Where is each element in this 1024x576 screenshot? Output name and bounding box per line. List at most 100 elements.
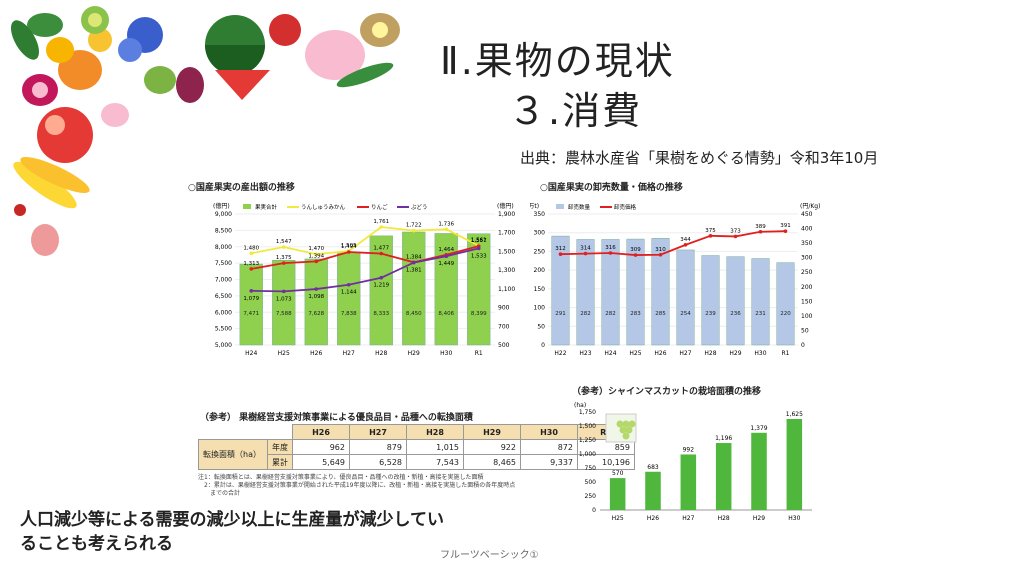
left-tick-label: 350	[534, 211, 546, 218]
right-tick-label: 300	[801, 255, 813, 262]
series-line	[251, 245, 479, 270]
bar-label: 1,379	[750, 425, 767, 432]
left-tick-label: 5,500	[215, 326, 232, 333]
bar	[776, 262, 795, 346]
bar	[369, 235, 393, 346]
series-point	[346, 282, 351, 287]
right-unit-label: (円/Kg)	[800, 203, 820, 210]
grape-berry	[616, 420, 624, 428]
left-tick-label: 7,000	[215, 277, 232, 284]
conclusion-text: 人口減少等による需要の減少以上に生産量が減少していることも考えられる	[20, 510, 444, 554]
left-tick-label: 7,500	[215, 260, 232, 267]
x-tick-label: H22	[554, 350, 566, 357]
right-tick-label: 1,300	[498, 267, 515, 274]
table-cell: 1,015	[406, 439, 464, 455]
right-tick-label: 900	[498, 305, 510, 312]
data-label: 1,547	[276, 239, 292, 245]
data-label: 1,073	[276, 296, 292, 302]
table-note: 2：累計は、果樹経営支援対策事業が開始された平成19年度以降に、改植・新植・高接…	[198, 482, 516, 489]
y-tick-label: 500	[585, 479, 597, 486]
legend-label: 卸売数量	[568, 203, 591, 211]
legend-swatch	[243, 204, 251, 209]
series-point	[758, 229, 763, 234]
production-value-chart: 5,000 5,500 6,000 6,500 7,000 7,500 8,000 8,500…	[213, 202, 515, 357]
series-point	[411, 260, 416, 265]
data-label: 1,313	[243, 261, 259, 267]
left-unit-label: (億円)	[213, 202, 230, 210]
bar-label: 7,588	[276, 311, 292, 317]
data-label: 1,533	[471, 253, 487, 259]
table-title: （参考） 果樹経営支援対策事業による優良品目・品種への転換面積	[200, 413, 473, 423]
series-point	[708, 234, 713, 238]
x-tick-label: H28	[704, 350, 716, 357]
x-tick-label: H29	[753, 515, 765, 522]
bar	[272, 259, 296, 346]
y-tick-label: 0	[592, 507, 596, 514]
legend-label: うんしゅうみかん	[301, 204, 346, 211]
left-tick-label: 150	[534, 286, 546, 293]
y-tick-label: 1,750	[579, 409, 596, 416]
bar-label: 282	[580, 311, 591, 317]
bar-label: 7,471	[243, 311, 259, 317]
table-cell: 8,465	[463, 454, 521, 470]
bar-label: 8,406	[438, 311, 454, 317]
bar	[651, 238, 670, 346]
data-label: 316	[605, 245, 616, 251]
legend-label: 果実合計	[255, 203, 278, 211]
bar	[726, 256, 745, 346]
slide-title: Ⅱ.果物の現状	[440, 39, 675, 83]
data-label: 1,098	[308, 294, 324, 300]
x-tick-label: H24	[604, 350, 616, 357]
bar	[626, 238, 645, 346]
table-note: 注1：転換面積とは、果樹経営支援対策事業により、優良品目・品種への改植・新植・高…	[198, 474, 484, 481]
bar-label: 283	[630, 311, 641, 317]
bar	[715, 443, 732, 510]
fruit-illustration	[11, 6, 400, 256]
x-tick-label: H29	[729, 350, 741, 357]
wholesale-chart: 0 50 100 150 200 250 300 350 0 50 100 150 200 250 300 3…	[530, 203, 820, 357]
x-tick-label: H28	[375, 350, 387, 357]
data-label: 1,464	[438, 247, 454, 253]
grape-berry	[628, 420, 636, 428]
data-label: 1,394	[308, 253, 324, 259]
series-point	[314, 252, 319, 257]
x-tick-label: H30	[788, 515, 800, 522]
bar	[551, 235, 570, 346]
x-tick-label: H27	[682, 515, 694, 522]
bar-label: 683	[647, 464, 659, 471]
series-point	[444, 227, 449, 232]
x-tick-label: H25	[629, 350, 641, 357]
series-point	[346, 250, 351, 254]
bar-label: 992	[683, 446, 695, 453]
series-point	[683, 243, 688, 247]
chart2-title: ○国産果実の卸売数量・価格の推移	[540, 183, 683, 193]
right-tick-label: 1,500	[498, 248, 515, 255]
chart1-title: ○国産果実の産出額の推移	[188, 183, 295, 193]
table-header: H28	[406, 424, 464, 440]
data-label: 1,494	[341, 244, 357, 250]
table-header: H29	[463, 424, 521, 440]
series-line	[560, 230, 786, 256]
x-tick-label: H26	[310, 350, 322, 357]
right-tick-label: 0	[801, 342, 805, 349]
table-row: 転換面積（ha） 年度 962 879 1,015 922 872 859	[198, 439, 635, 470]
table-note: までの合計	[198, 490, 241, 497]
left-tick-label: 5,000	[215, 342, 232, 349]
data-label: 1,480	[243, 245, 259, 251]
table-cell: 7,543	[406, 454, 464, 470]
left-tick-label: 8,500	[215, 227, 232, 234]
series-point	[583, 251, 588, 256]
right-tick-label: 1,100	[498, 286, 515, 293]
table-cell: 5,649	[292, 454, 350, 470]
bar	[786, 419, 803, 510]
table-cell: 962	[292, 439, 350, 455]
row-label: 累計	[267, 454, 293, 470]
bar-label: 291	[555, 311, 566, 317]
left-tick-label: 6,000	[215, 309, 232, 316]
bar	[467, 233, 491, 346]
x-tick-label: R1	[475, 350, 483, 357]
y-tick-label: 1,250	[579, 437, 596, 444]
table-cell: 6,528	[349, 454, 407, 470]
right-tick-label: 1,900	[498, 211, 515, 218]
shine-muscat-chart: 0 250 500 750 1,000 1,250 1,500 1,750(ha) 570 H25…	[574, 402, 812, 522]
